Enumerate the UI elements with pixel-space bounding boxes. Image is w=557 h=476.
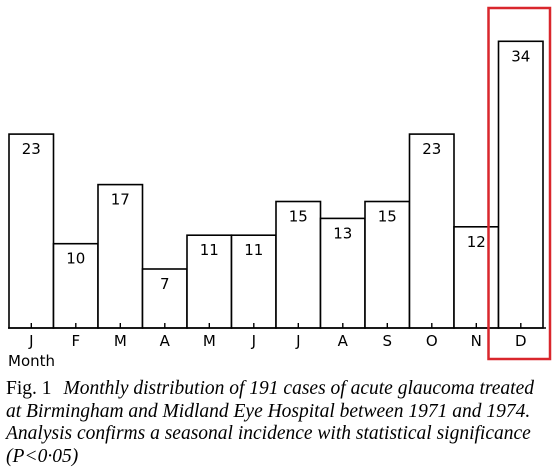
x-tick-label-8: S — [383, 332, 393, 350]
x-tick-label-9: O — [426, 332, 438, 350]
bar-8 — [364, 200, 411, 329]
x-tick-label-4: M — [203, 332, 216, 350]
value-label-7: 13 — [333, 224, 352, 242]
bar-chart: 23 10 17 7 11 11 15 13 15 23 12 34 J F M A M J J A S O N D Mon… — [8, 6, 552, 370]
caption-text: Monthly distribution of 191 cases of acu… — [6, 378, 534, 467]
highlight-box — [487, 6, 552, 361]
x-tick-label-0: J — [28, 332, 33, 350]
x-tick-label-2: M — [114, 332, 127, 350]
x-axis-label: Month — [8, 352, 55, 370]
bar-0 — [8, 133, 55, 329]
x-ticks-group — [30, 323, 522, 328]
bar-1 — [52, 242, 99, 329]
x-tick-label-11: D — [515, 332, 527, 350]
value-label-6: 15 — [289, 208, 308, 226]
value-label-1: 10 — [66, 250, 85, 268]
x-tick-label-7: A — [338, 332, 349, 350]
value-label-9: 23 — [422, 140, 441, 158]
x-tick-label-10: N — [471, 332, 482, 350]
bars-group — [8, 40, 544, 329]
value-label-10: 12 — [467, 233, 486, 251]
figure-caption: Fig. 1 Monthly distribution of 191 cases … — [6, 378, 554, 468]
x-tick-label-3: A — [160, 332, 171, 350]
value-label-11: 34 — [511, 47, 530, 65]
value-label-2: 17 — [111, 191, 130, 209]
caption-label: Fig. 1 — [6, 378, 52, 399]
value-labels-group: 23 10 17 7 11 11 15 13 15 23 12 34 — [22, 47, 531, 293]
bar-6 — [275, 200, 322, 329]
x-tick-label-1: F — [71, 332, 80, 350]
bar-2 — [97, 183, 144, 329]
x-tick-label-5: J — [251, 332, 256, 350]
value-label-4: 11 — [200, 241, 219, 259]
value-label-5: 11 — [244, 241, 263, 259]
value-label-3: 7 — [160, 275, 170, 293]
bar-9 — [408, 133, 455, 329]
value-label-8: 15 — [378, 208, 397, 226]
value-label-0: 23 — [22, 140, 41, 158]
x-tick-label-6: J — [295, 332, 300, 350]
bar-11 — [497, 40, 544, 329]
